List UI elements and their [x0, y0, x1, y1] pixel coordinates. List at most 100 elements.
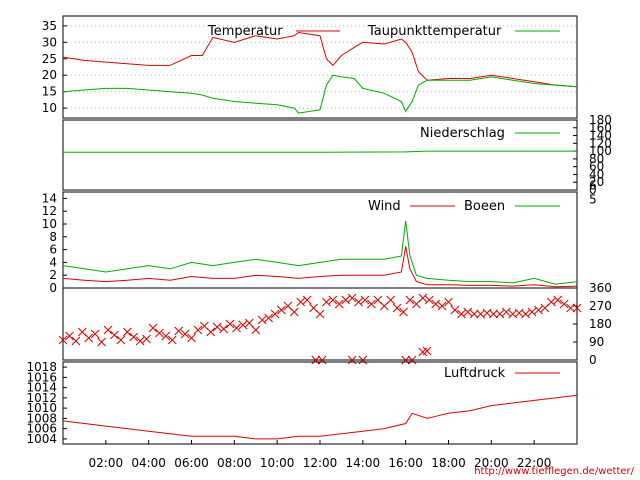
direction-point: [155, 328, 164, 338]
direction-point: [341, 295, 351, 305]
direction-point: [527, 307, 537, 317]
direction-point: [401, 355, 411, 365]
y-tick-label: 12: [42, 204, 57, 218]
direction-point: [456, 309, 466, 319]
direction-point: [161, 331, 171, 341]
y-tick-label: 1014: [26, 381, 57, 395]
y-tick-label: 0: [49, 281, 57, 295]
direction-point: [232, 323, 241, 333]
direction-point: [110, 330, 119, 340]
x-tick-label: 12:00: [303, 456, 338, 470]
y-tick-label-right: 90: [589, 335, 604, 349]
direction-point: [469, 309, 479, 319]
x-axis: 02:00 04:00 06:00 08:00 10:00 12:00 14:00 16:00…: [89, 440, 551, 470]
direction-point: [347, 355, 357, 365]
y-tick-label: 15: [42, 85, 57, 99]
direction-point: [238, 320, 248, 330]
x-tick-label: 20:00: [474, 456, 509, 470]
series-line-0: [62, 394, 578, 440]
direction-point: [360, 295, 370, 305]
direction-point: [489, 309, 498, 319]
direction-point: [424, 295, 434, 305]
credit-link[interactable]: http://www.tiefflegen.de/wetter/: [474, 466, 634, 477]
direction-point: [212, 322, 222, 332]
y-tick-label: 25: [42, 52, 57, 66]
series-line-0: [62, 246, 578, 288]
y-tick-label: 180: [589, 113, 612, 127]
y-tick-label: 40: [589, 167, 604, 181]
direction-point: [566, 303, 575, 313]
direction-point: [219, 324, 228, 334]
x-tick-label: 02:00: [89, 456, 124, 470]
x-tick-label: 06:00: [174, 456, 209, 470]
y-tick-label-right: 6: [589, 179, 597, 193]
direction-point: [328, 295, 338, 305]
y-tick-label: 35: [42, 19, 57, 33]
legend-boeen: Boeen: [464, 199, 505, 214]
direction-point: [392, 303, 402, 313]
y-tick-label: 20: [42, 68, 57, 82]
y-tick-label: 6: [49, 243, 57, 257]
legend-luftdruck: Luftdruck: [444, 366, 506, 381]
direction-point: [386, 295, 396, 305]
direction-point: [367, 299, 376, 309]
y-tick-label: 2: [49, 268, 57, 282]
y-tick-label: 14: [42, 191, 57, 205]
direction-point: [546, 297, 556, 307]
direction-point: [311, 355, 321, 365]
direction-point: [559, 299, 569, 309]
direction-point: [180, 329, 190, 339]
y-tick-label: 1010: [26, 401, 57, 415]
y-tick-label: 10: [42, 101, 57, 115]
x-tick-label: 16:00: [388, 456, 423, 470]
y-tick-label: 0: [589, 183, 597, 197]
y-tick-label-right: 0: [589, 353, 597, 367]
direction-point: [501, 307, 511, 317]
direction-point: [431, 299, 441, 309]
series-line-0: [62, 31, 578, 88]
y-tick-label: 60: [589, 160, 604, 174]
direction-point: [193, 325, 203, 335]
direction-point: [437, 301, 447, 311]
x-tick-label: 04:00: [131, 456, 166, 470]
direction-point: [315, 309, 325, 319]
x-tick-label: 14:00: [346, 456, 381, 470]
legend-taupunkttemperatur: Taupunkttemperatur: [367, 24, 502, 39]
direction-point: [296, 297, 306, 307]
direction-point: [97, 337, 106, 347]
direction-point: [322, 297, 331, 307]
direction-point: [116, 335, 126, 345]
y-tick-label-right: 360: [589, 281, 612, 295]
direction-point: [450, 305, 460, 315]
direction-point: [422, 346, 432, 356]
y-tick-label: 1004: [26, 432, 57, 446]
x-tick-label: 10:00: [260, 456, 295, 470]
direction-point: [444, 297, 453, 307]
direction-point: [71, 336, 81, 346]
direction-point: [187, 333, 196, 343]
direction-point: [206, 327, 216, 337]
y-tick-label-right: 5: [589, 192, 597, 206]
direction-point: [572, 303, 582, 313]
direction-point: [251, 325, 261, 335]
legend-temperatur: Temperatur: [207, 24, 283, 39]
direction-point: [553, 295, 563, 305]
direction-point: [405, 295, 415, 305]
direction-point: [135, 336, 145, 346]
panel-direction: 360 270 180 90 0: [58, 281, 612, 367]
direction-point: [264, 313, 273, 323]
direction-point: [334, 299, 344, 309]
y-tick-label: 160: [589, 121, 612, 135]
direction-point: [90, 329, 100, 339]
direction-point: [148, 323, 158, 333]
direction-point: [129, 332, 139, 342]
series-line-1: [62, 220, 578, 285]
y-tick-label: 100: [589, 144, 612, 158]
y-tick-label: 80: [589, 152, 604, 166]
y-tick-label: 1006: [26, 422, 57, 436]
direction-point: [167, 335, 177, 345]
y-tick-label: 1008: [26, 411, 57, 425]
